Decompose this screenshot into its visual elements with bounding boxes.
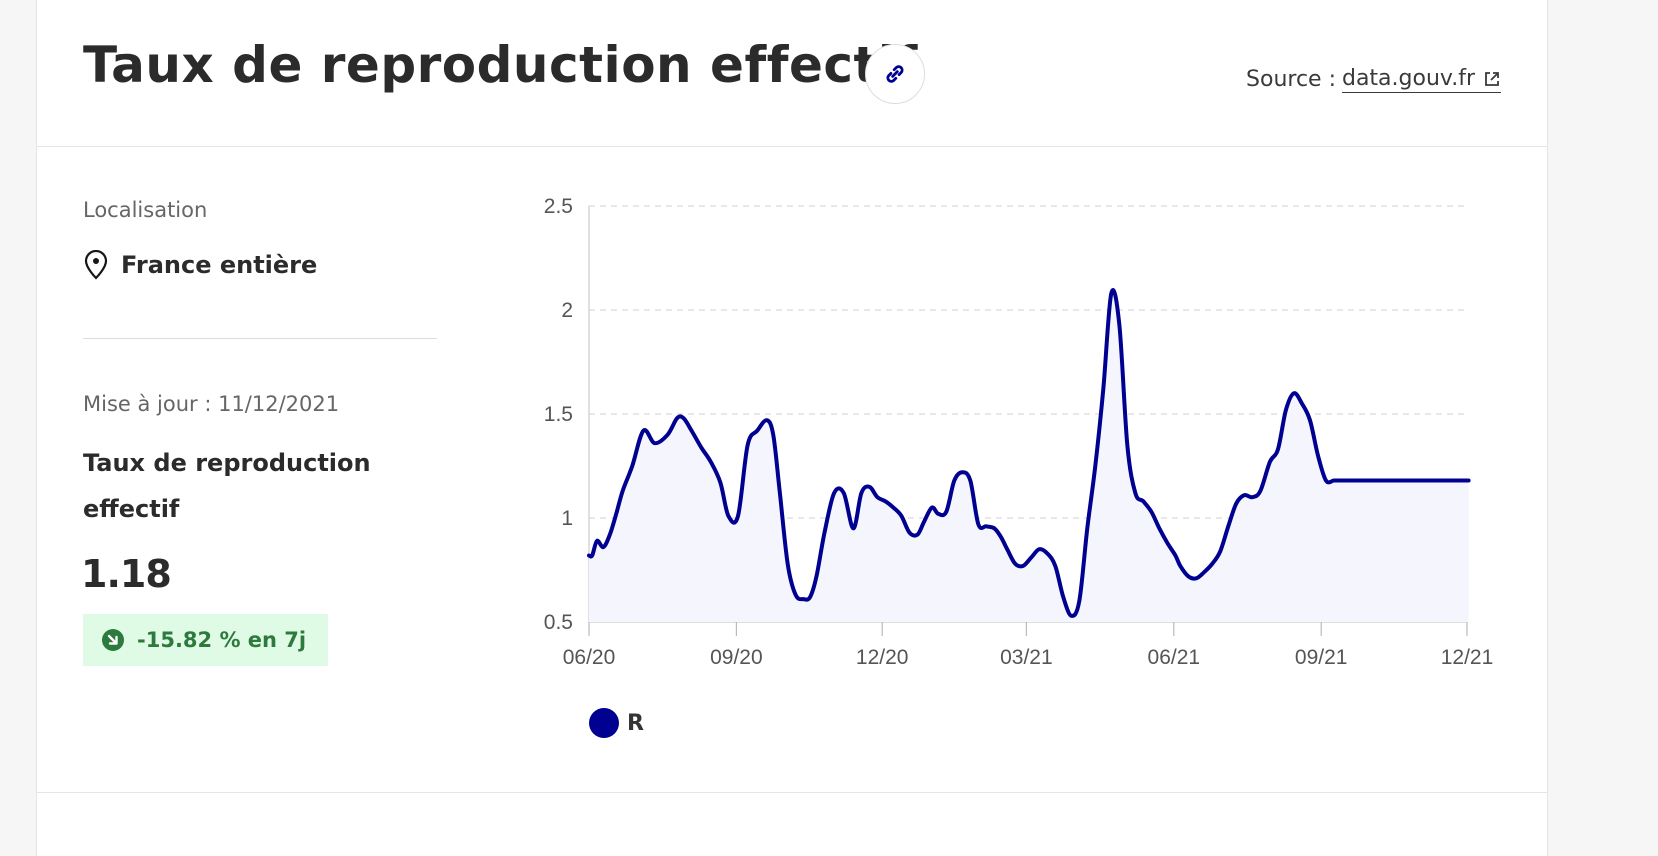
card-footer-divider	[37, 792, 1547, 793]
update-date: Mise à jour : 11/12/2021	[83, 392, 340, 416]
source-link[interactable]: data.gouv.fr	[1341, 66, 1501, 93]
y-tick-label: 1	[561, 507, 573, 530]
arrow-down-right-circle-icon	[102, 629, 124, 651]
line-chart: 0.5 1 1.5 2 2.5 06/20 09/20 12/20 03/21 06/21 09/2…	[544, 195, 1494, 669]
location-selector[interactable]: France entière	[83, 250, 317, 280]
series-line-r	[587, 288, 1471, 618]
external-link-icon	[1485, 71, 1499, 86]
y-tick-label: 2	[561, 299, 573, 322]
source-link-text: data.gouv.fr	[1341, 66, 1475, 91]
link-icon	[886, 65, 904, 83]
location-label: Localisation	[83, 198, 208, 222]
x-tick-label: 12/20	[856, 646, 909, 669]
change-text: -15.82 % en 7j	[137, 628, 307, 652]
x-tick-label: 09/21	[1295, 646, 1348, 669]
source-prefix: Source :	[1246, 67, 1336, 92]
y-tick-label: 2.5	[544, 195, 573, 218]
change-badge: -15.82 % en 7j	[83, 614, 329, 666]
copy-link-button[interactable]	[865, 44, 925, 104]
x-tick-label: 12/21	[1441, 646, 1494, 669]
divider	[83, 338, 437, 339]
location-pin-icon	[84, 250, 108, 280]
page-title: Taux de reproduction effectif	[83, 36, 918, 94]
indicator-card: Taux de reproduction effectif Source : d…	[36, 0, 1548, 856]
x-tick-label: 09/20	[710, 646, 763, 669]
x-tick-label: 03/21	[1000, 646, 1053, 669]
legend-marker	[589, 708, 619, 738]
location-value: France entière	[121, 251, 318, 279]
x-tick-label: 06/20	[563, 646, 616, 669]
series-area-r	[589, 290, 1469, 622]
source-info: Source : data.gouv.fr	[1246, 66, 1501, 93]
y-tick-label: 0.5	[544, 611, 573, 634]
legend-label: R	[627, 710, 644, 736]
indicator-name: Taux de reproduction effectif	[83, 449, 371, 523]
card-header: Taux de reproduction effectif Source : d…	[37, 0, 1547, 147]
indicator-value: 1.18	[81, 552, 172, 596]
chart-legend: R	[589, 708, 644, 738]
x-tick-label: 06/21	[1148, 646, 1201, 669]
y-tick-label: 1.5	[544, 403, 573, 426]
